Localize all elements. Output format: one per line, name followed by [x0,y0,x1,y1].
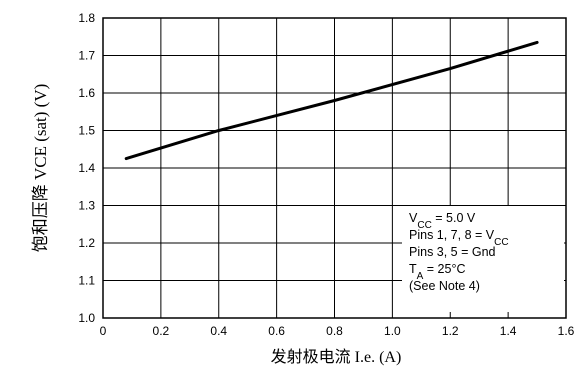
x-tick-label: 0.6 [268,324,285,338]
y-tick-label: 1.4 [78,161,95,175]
x-tick-label: 1.6 [558,324,575,338]
annotation-line: TA = 25°C [409,262,466,282]
x-tick-label: 0 [100,324,107,338]
annotation-line: Pins 3, 5 = Gnd [409,245,496,259]
x-tick-labels: 0 0.2 0.4 0.6 0.8 1.0 1.2 1.4 1.6 [100,324,575,338]
plot-frame [102,17,567,319]
x-tick-label: 0.2 [153,324,170,338]
series-group [124,40,539,161]
y-tick-label: 1.2 [78,236,95,250]
y-axis-label: 饱和压降 VCE (sat) (V) [31,84,50,253]
annotation-line: VCC = 5.0 V [409,211,476,231]
y-tick-label: 1.3 [78,199,95,213]
x-tick-label: 1.4 [500,324,517,338]
annotation-line: Pins 1, 7, 8 = VCC [409,228,509,248]
x-tick-label: 0.4 [210,324,227,338]
annotation-line: (See Note 4) [409,279,480,293]
y-tick-label: 1.5 [78,124,95,138]
y-tick-label: 1.1 [78,274,95,288]
x-tick-label: 0.8 [326,324,343,338]
annotation-box [402,206,564,312]
x-tick-label: 1.2 [442,324,459,338]
x-tick-label: 1.0 [384,324,401,338]
y-tick-label: 1.0 [78,311,95,325]
y-tick-labels: 1.0 1.1 1.2 1.3 1.4 1.5 1.6 1.7 1.8 [78,11,95,325]
y-tick-label: 1.6 [78,86,95,100]
series-line [124,40,539,161]
x-axis-label: 发射极电流 I.e. (A) [271,348,402,366]
y-tick-label: 1.8 [78,11,95,25]
y-tick-label: 1.7 [78,49,95,63]
